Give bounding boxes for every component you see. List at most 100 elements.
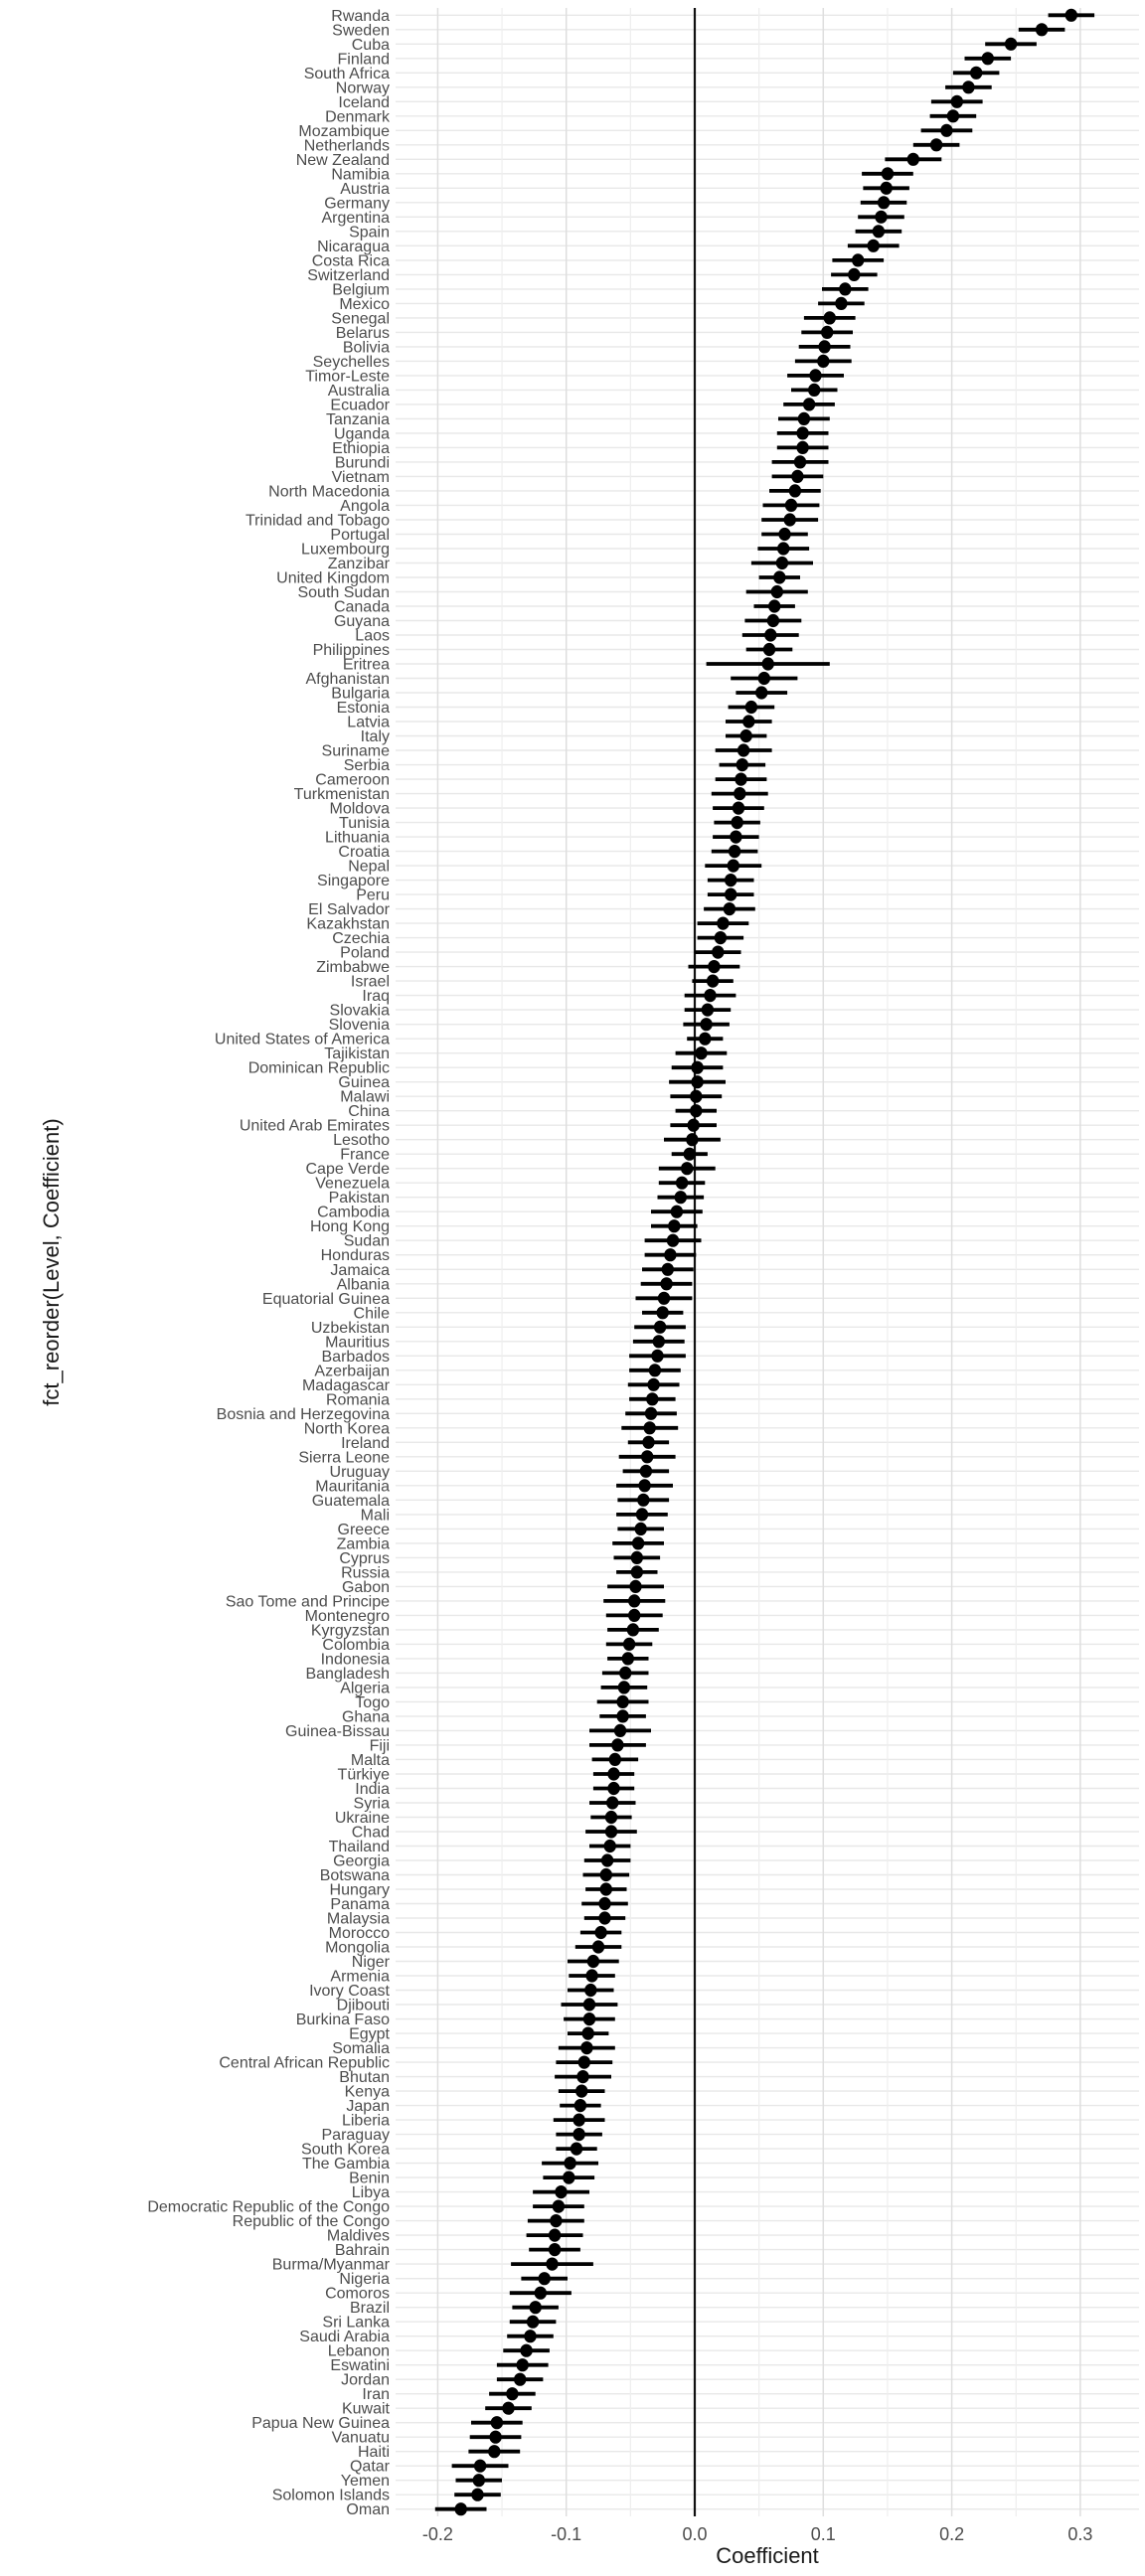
data-point	[506, 2387, 519, 2401]
data-point	[762, 642, 776, 657]
y-tick-country-label: Japan	[346, 2098, 390, 2115]
data-point	[784, 498, 798, 512]
data-point	[796, 426, 809, 440]
data-point	[706, 974, 720, 988]
data-point	[617, 1681, 631, 1694]
y-tick-country-label: Cape Verde	[305, 1161, 390, 1178]
x-tick-label: 0.2	[939, 2524, 964, 2544]
data-point	[598, 1911, 611, 1925]
data-point	[621, 1652, 634, 1666]
y-tick-country-label: Venezuela	[315, 1176, 390, 1193]
data-point	[643, 1421, 656, 1435]
y-tick-country-label: Serbia	[344, 757, 390, 774]
data-point	[582, 2012, 596, 2026]
data-point	[687, 1118, 700, 1132]
y-tick-country-label: Tajikistan	[324, 1046, 390, 1062]
data-point	[639, 1464, 653, 1478]
data-point	[809, 369, 822, 383]
data-point	[764, 628, 777, 642]
data-point	[572, 2113, 585, 2127]
y-tick-country-label: Yemen	[341, 2473, 390, 2490]
data-point	[717, 916, 730, 930]
data-point	[766, 613, 780, 628]
y-tick-country-label: Burma/Myanmar	[272, 2257, 391, 2274]
data-point	[534, 2286, 547, 2300]
y-tick-country-label: Ethiopia	[332, 440, 390, 457]
data-point	[634, 1522, 647, 1535]
y-tick-country-label: Albania	[337, 1276, 390, 1293]
y-tick-country-label: Solomon Islands	[272, 2488, 390, 2504]
y-tick-country-label: Philippines	[313, 642, 390, 659]
data-point	[594, 1925, 607, 1940]
data-point	[714, 931, 728, 945]
data-point	[657, 1291, 671, 1305]
y-tick-country-label: Egypt	[349, 2026, 390, 2043]
y-tick-country-label: Haiti	[358, 2444, 390, 2461]
x-tick-label: 0.1	[811, 2524, 836, 2544]
y-tick-country-label: Fiji	[370, 1737, 390, 1754]
data-point	[797, 411, 811, 425]
y-tick-country-label: Madagascar	[302, 1377, 391, 1394]
data-point	[823, 311, 836, 325]
data-point	[586, 1954, 600, 1969]
y-tick-country-label: Croatia	[338, 844, 390, 861]
data-point	[755, 686, 768, 700]
y-tick-country-label: Republic of the Congo	[233, 2213, 390, 2230]
y-tick-country-label: Paraguay	[322, 2127, 391, 2144]
y-tick-country-label: Costa Rica	[312, 252, 390, 269]
y-tick-country-label: Panama	[330, 1896, 390, 1913]
data-point	[607, 1781, 620, 1796]
y-tick-country-label: Syria	[354, 1796, 391, 1813]
data-point	[981, 52, 994, 66]
y-tick-country-label: Morocco	[329, 1925, 390, 1942]
y-tick-country-label: Uzbekistan	[311, 1320, 390, 1337]
y-tick-country-label: Malta	[351, 1752, 390, 1769]
data-point	[744, 700, 758, 715]
y-tick-country-label: Uganda	[334, 425, 390, 442]
data-point	[619, 1666, 632, 1680]
data-point	[848, 267, 861, 281]
data-point	[757, 671, 770, 686]
y-tick-country-label: Guyana	[334, 613, 390, 630]
y-tick-country-label: Uruguay	[330, 1464, 390, 1481]
y-tick-country-label: Zanzibar	[328, 556, 391, 572]
data-point	[581, 2026, 594, 2040]
y-tick-country-label: China	[348, 1103, 390, 1120]
data-point	[690, 1089, 703, 1103]
y-tick-country-label: Israel	[351, 974, 390, 991]
data-point	[701, 1003, 715, 1017]
data-point	[835, 296, 848, 310]
y-tick-country-label: Mauritius	[325, 1334, 390, 1351]
data-point	[538, 2272, 551, 2286]
y-tick-country-label: Jordan	[341, 2372, 390, 2389]
data-point	[725, 887, 737, 901]
y-tick-country-label: Nicaragua	[317, 239, 390, 255]
y-tick-country-label: Malaysia	[327, 1911, 390, 1928]
y-tick-country-label: Belgium	[332, 281, 390, 298]
data-point	[734, 787, 746, 801]
y-tick-country-label: Latvia	[347, 715, 390, 731]
y-tick-country-label: Ecuador	[330, 397, 390, 413]
data-point	[656, 1306, 669, 1320]
y-tick-country-label: Pakistan	[329, 1190, 390, 1207]
data-point	[604, 1825, 618, 1839]
x-tick-label: 0.3	[1067, 2524, 1092, 2544]
data-point	[666, 1233, 680, 1247]
data-point	[731, 816, 743, 830]
y-tick-country-label: Angola	[340, 498, 390, 515]
data-point	[591, 1940, 605, 1954]
data-point	[628, 1594, 641, 1608]
y-tick-country-label: Oman	[346, 2501, 390, 2518]
y-tick-country-label: Trinidad and Tobago	[245, 513, 390, 530]
data-point	[950, 94, 963, 108]
data-point	[473, 2459, 487, 2473]
y-tick-country-label: Lesotho	[333, 1132, 390, 1149]
y-tick-country-label: Spain	[349, 224, 390, 241]
data-point	[777, 542, 790, 556]
data-point	[875, 210, 888, 224]
data-point	[564, 2157, 576, 2171]
data-point	[674, 1191, 687, 1205]
y-tick-country-label: Iceland	[338, 94, 390, 111]
data-point	[880, 181, 893, 195]
data-point	[877, 196, 891, 210]
